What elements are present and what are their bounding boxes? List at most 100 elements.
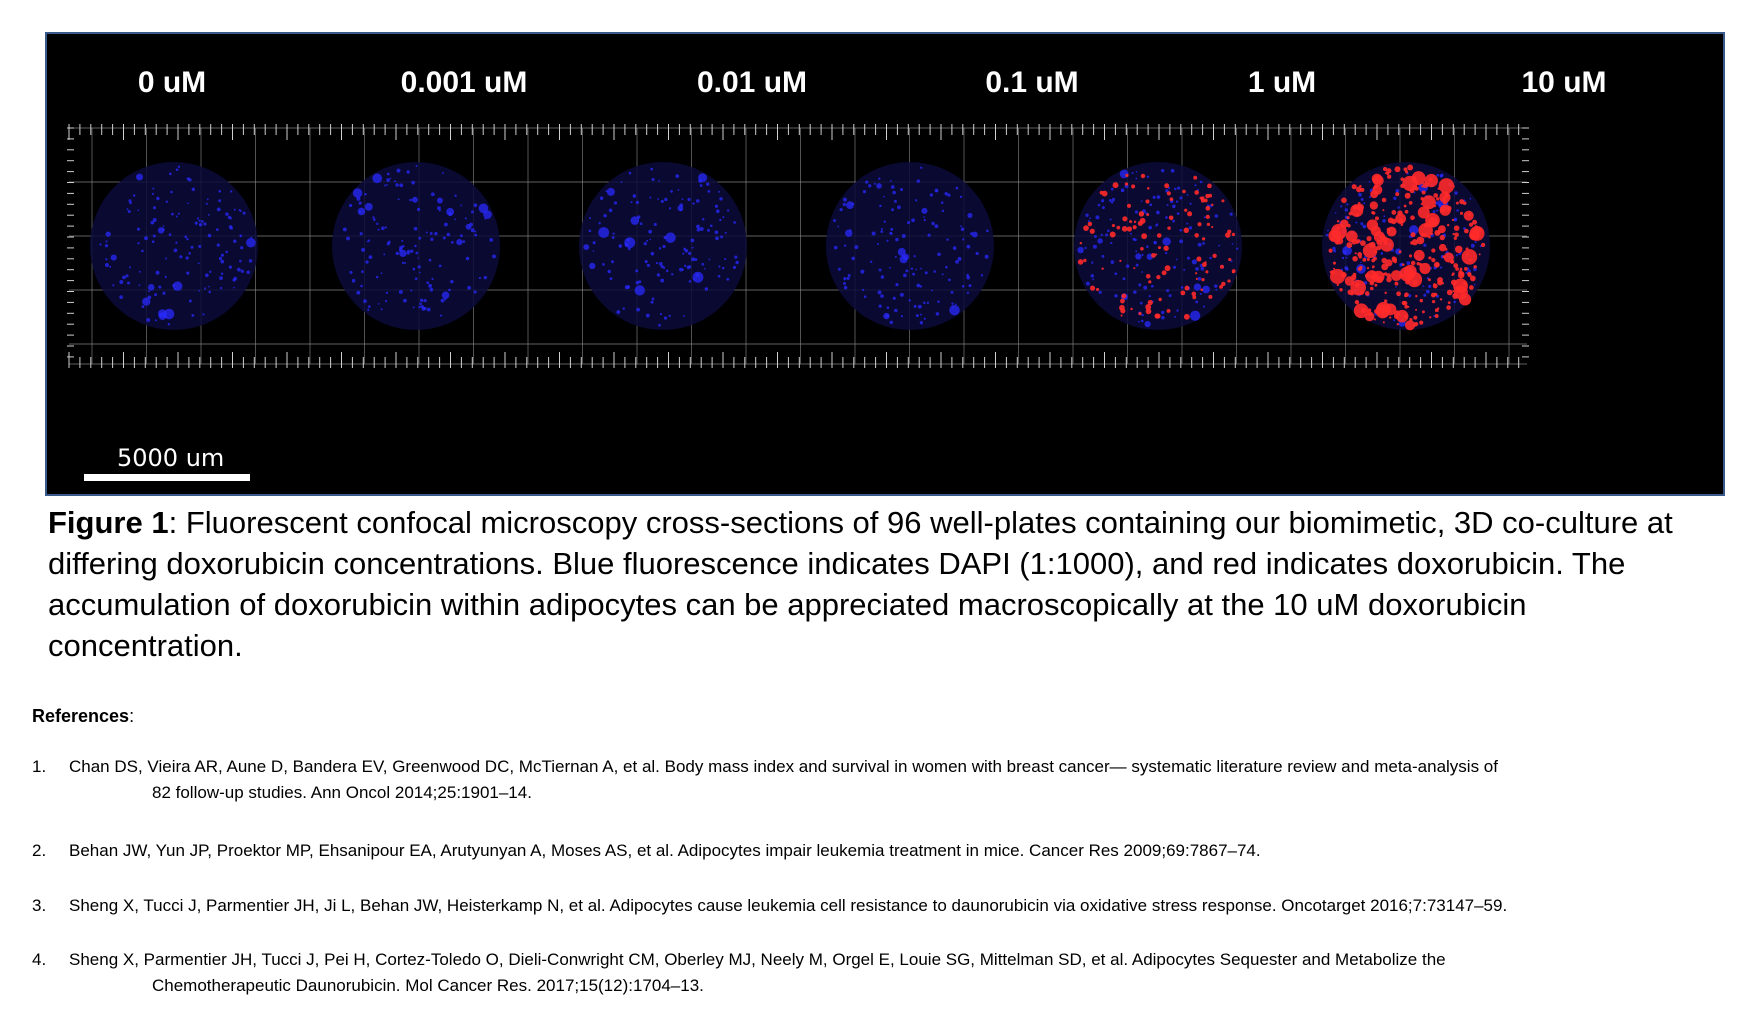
doxorubicin-signal [1390, 218, 1397, 225]
dapi-signal [606, 187, 615, 196]
dapi-signal [417, 257, 419, 259]
doxorubicin-signal [1362, 257, 1367, 262]
doxorubicin-signal [1221, 281, 1226, 287]
dapi-signal [1408, 294, 1412, 298]
dapi-signal [952, 246, 957, 250]
doxorubicin-signal [1227, 229, 1232, 234]
dapi-signal [701, 262, 705, 266]
doxorubicin-signal [1381, 236, 1388, 243]
reference-number: 1. [32, 757, 47, 776]
dapi-signal [937, 252, 941, 257]
doxorubicin-signal [1183, 227, 1190, 234]
dapi-signal [1101, 206, 1105, 210]
dapi-signal [1360, 197, 1364, 201]
dapi-signal [1105, 233, 1109, 237]
doxorubicin-signal [1350, 279, 1366, 296]
dapi-signal [414, 244, 417, 248]
dapi-signal [657, 198, 660, 201]
doxorubicin-signal [1438, 243, 1447, 252]
dapi-signal [632, 194, 637, 198]
dapi-signal [423, 299, 427, 303]
dapi-signal [718, 265, 721, 268]
dapi-signal [1141, 313, 1144, 317]
dapi-signal [645, 313, 650, 318]
doxorubicin-signal [1350, 292, 1354, 296]
dapi-signal [218, 199, 222, 203]
doxorubicin-signal [1413, 315, 1418, 320]
dapi-signal [1355, 221, 1358, 224]
dapi-signal [1425, 289, 1430, 294]
dapi-signal [219, 286, 223, 290]
dapi-signal [1101, 254, 1105, 258]
dapi-signal [168, 233, 172, 236]
dapi-signal [1150, 284, 1154, 288]
dapi-signal [664, 197, 668, 202]
concentration-label-1: 0.001 uM [400, 66, 528, 99]
doxorubicin-signal [1374, 283, 1378, 287]
dapi-signal [695, 199, 700, 203]
doxorubicin-signal [1109, 231, 1116, 238]
dapi-signal [197, 262, 200, 265]
doxorubicin-signal [1132, 225, 1137, 230]
doxorubicin-signal [1424, 233, 1428, 237]
dapi-signal [1156, 210, 1160, 215]
dapi-signal [1368, 196, 1372, 199]
references-heading-colon: : [129, 706, 135, 726]
dapi-signal [957, 256, 962, 261]
dapi-signal [110, 254, 117, 261]
dapi-signal [365, 260, 369, 264]
dapi-signal [384, 184, 387, 187]
dapi-signal [695, 273, 700, 277]
dapi-signal [127, 209, 131, 214]
doxorubicin-signal [1145, 274, 1151, 279]
dapi-signal [137, 209, 140, 212]
doxorubicin-signal [1466, 253, 1469, 256]
dapi-signal [209, 270, 212, 274]
dapi-signal [650, 300, 654, 304]
dapi-signal [156, 196, 160, 201]
doxorubicin-signal [1328, 248, 1333, 253]
dapi-signal [154, 319, 157, 322]
doxorubicin-signal [1376, 239, 1382, 246]
doxorubicin-signal [1414, 186, 1419, 191]
doxorubicin-signal [1431, 300, 1436, 304]
dapi-signal [1175, 200, 1179, 203]
dapi-signal [1121, 190, 1124, 192]
dapi-signal [915, 268, 918, 271]
dapi-signal [389, 177, 392, 180]
dapi-signal [175, 215, 178, 218]
dapi-signal [155, 270, 160, 275]
concentration-label-4: 1 uM [1247, 66, 1317, 99]
dapi-signal [136, 227, 141, 231]
dapi-signal [693, 277, 696, 281]
dapi-signal [409, 198, 412, 202]
dapi-signal [386, 178, 390, 182]
dapi-signal [187, 202, 189, 205]
dapi-signal [1172, 204, 1176, 209]
dapi-signal [873, 182, 876, 185]
doxorubicin-signal [1141, 233, 1148, 240]
doxorubicin-signal [1436, 197, 1440, 201]
dapi-signal [474, 233, 478, 237]
dapi-signal [250, 236, 253, 239]
dapi-signal [843, 197, 847, 202]
dapi-signal [634, 285, 645, 296]
dapi-signal [144, 236, 148, 241]
dapi-signal [721, 266, 725, 270]
dapi-signal [412, 267, 416, 271]
dapi-signal [1363, 202, 1366, 205]
dapi-signal [229, 190, 233, 193]
dapi-signal [966, 273, 969, 277]
doxorubicin-signal [1140, 246, 1144, 251]
doxorubicin-signal [1121, 226, 1128, 232]
dapi-signal [425, 231, 428, 234]
dapi-signal [228, 265, 232, 269]
dapi-signal [665, 232, 676, 243]
dapi-signal [138, 270, 141, 273]
doxorubicin-signal [1439, 204, 1451, 216]
dapi-signal [1107, 229, 1110, 233]
dapi-signal [367, 239, 371, 242]
dapi-signal [208, 290, 211, 294]
doxorubicin-signal [1354, 252, 1357, 255]
dapi-signal [398, 289, 403, 294]
